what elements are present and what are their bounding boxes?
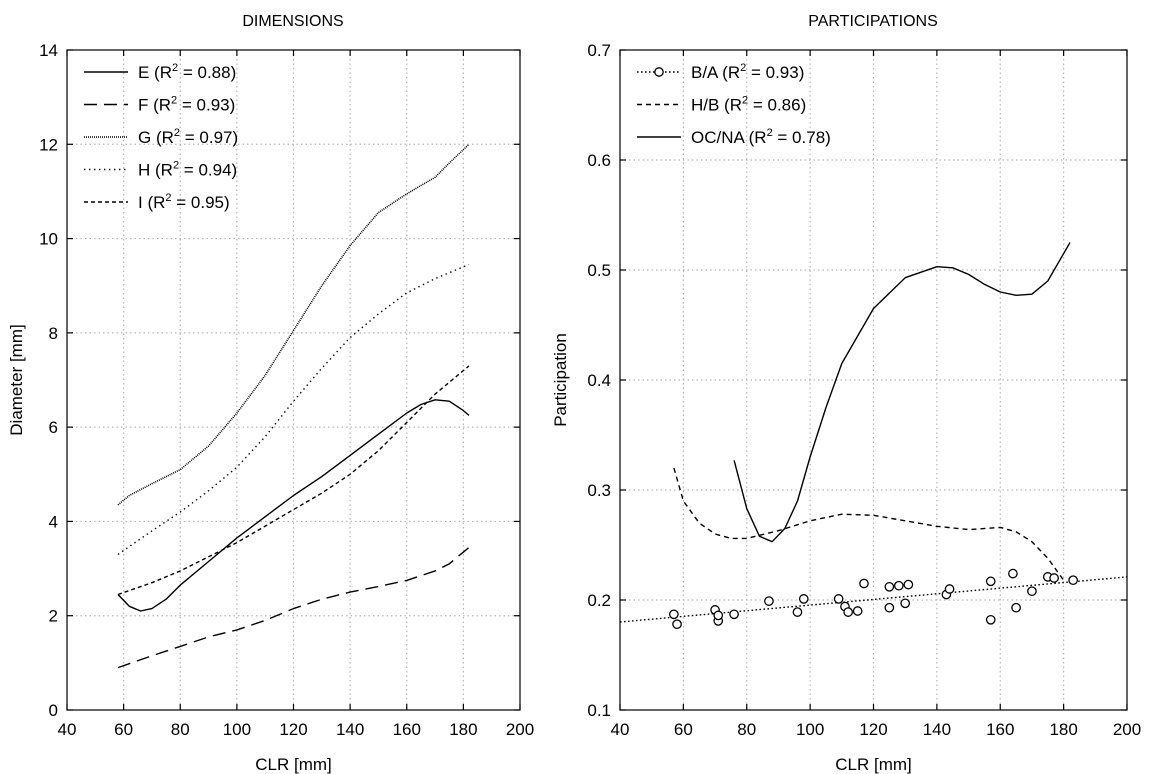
- data-point-marker: [903, 579, 914, 590]
- series-line-b-a: [619, 576, 1128, 623]
- data-point-marker: [764, 596, 774, 606]
- x-axis-title: CLR [mm]: [835, 755, 912, 774]
- data-point-marker: [852, 606, 863, 616]
- x-tick-label: 60: [674, 720, 693, 739]
- data-point-marker: [798, 594, 809, 604]
- x-tick-label: 60: [114, 720, 133, 739]
- y-tick-label: 0: [49, 701, 58, 720]
- x-tick-label: 40: [611, 720, 630, 739]
- series-line-h: [117, 263, 470, 555]
- series-line-f: [117, 546, 470, 669]
- data-point-marker: [884, 602, 895, 613]
- data-point-marker: [859, 578, 869, 589]
- data-point-marker: [900, 598, 911, 609]
- data-point-marker: [884, 581, 895, 592]
- data-point-marker: [833, 594, 844, 604]
- legend-label: I (R2 = 0.95): [138, 192, 230, 212]
- data-point-marker: [843, 607, 854, 617]
- data-point-marker: [729, 609, 739, 620]
- data-point-marker: [713, 610, 724, 621]
- data-point-marker: [1049, 573, 1059, 583]
- legend-label: E (R2 = 0.88): [138, 62, 236, 82]
- y-tick-label: 0.6: [587, 151, 611, 170]
- y-tick-label: 0.3: [587, 481, 611, 500]
- series-line-e: [117, 399, 470, 612]
- data-point-marker: [1027, 586, 1037, 597]
- data-point-marker: [669, 609, 679, 620]
- data-point-marker: [672, 619, 682, 630]
- y-tick-label: 10: [39, 230, 58, 249]
- legend-label: F (R2 = 0.93): [138, 95, 235, 115]
- y-tick-label: 0.2: [587, 591, 611, 610]
- x-tick-label: 80: [737, 720, 756, 739]
- y-axis-title: Participation: [551, 333, 570, 427]
- data-point-marker: [985, 614, 996, 625]
- legend-label: H (R2 = 0.94): [138, 160, 237, 180]
- x-tick-label: 180: [1049, 720, 1077, 739]
- x-tick-label: 160: [393, 720, 421, 739]
- y-tick-label: 6: [49, 418, 58, 437]
- y-tick-label: 4: [49, 512, 58, 531]
- participations-chart: PARTICIPATIONS 40 60 80 100 120 140 160 180 200 0.…: [551, 13, 1141, 774]
- chart-title: DIMENSIONS: [242, 13, 343, 30]
- x-tick-label: 100: [223, 720, 251, 739]
- x-tick-label: 120: [279, 720, 307, 739]
- y-tick-label: 14: [39, 41, 58, 60]
- x-tick-label: 80: [171, 720, 190, 739]
- dimensions-chart: DIMENSIONS 40 60 80 100 120 140 160 180 200 0 2 4 6 8 1…: [7, 13, 534, 774]
- y-tick-label: 0.1: [587, 701, 611, 720]
- data-point-marker: [944, 584, 955, 594]
- legend-label: B/A (R2 = 0.93): [691, 62, 804, 82]
- x-tick-label: 140: [336, 720, 364, 739]
- data-point-marker: [1011, 602, 1021, 613]
- x-tick-label: 140: [923, 720, 951, 739]
- x-tick-label: 120: [859, 720, 887, 739]
- x-tick-label: 200: [1113, 720, 1141, 739]
- x-axis-title: CLR [mm]: [255, 755, 332, 774]
- data-point-marker: [893, 580, 904, 591]
- series-line-oc-na: [733, 242, 1071, 543]
- legend-label: OC/NA (R2 = 0.78): [691, 127, 831, 147]
- y-tick-label: 8: [49, 324, 58, 343]
- chart-title: PARTICIPATIONS: [808, 13, 938, 30]
- data-point-marker: [1008, 568, 1018, 579]
- legend-marker: [654, 67, 664, 77]
- y-tick-label: 0.7: [587, 41, 611, 60]
- data-point-marker: [985, 576, 996, 587]
- y-tick-label: 2: [49, 607, 58, 626]
- x-tick-label: 180: [449, 720, 477, 739]
- legend-label: G (R2 = 0.97): [138, 127, 238, 147]
- x-tick-label: 40: [58, 720, 77, 739]
- y-tick-label: 12: [39, 135, 58, 154]
- y-axis-title: Diameter [mm]: [7, 324, 26, 435]
- x-tick-label: 160: [986, 720, 1014, 739]
- y-tick-label: 0.5: [587, 261, 611, 280]
- x-tick-label: 200: [506, 720, 534, 739]
- data-point-marker: [792, 607, 803, 617]
- series-line-i: [117, 365, 470, 596]
- data-point-marker: [1068, 575, 1078, 586]
- y-tick-label: 0.4: [587, 371, 611, 390]
- x-tick-label: 100: [796, 720, 824, 739]
- legend-label: H/B (R2 = 0.86): [691, 95, 806, 115]
- series-line-h-b: [673, 467, 1065, 581]
- series-line-g: [117, 143, 470, 506]
